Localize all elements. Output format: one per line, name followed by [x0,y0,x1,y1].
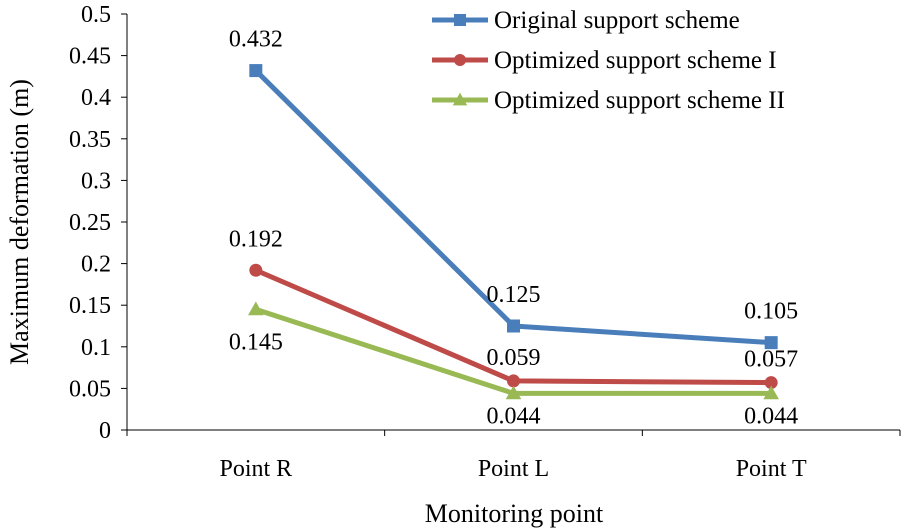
legend-marker [454,14,466,26]
legend-marker [452,92,468,106]
data-label: 0.059 [487,345,541,371]
series-1 [249,64,778,350]
legend-label: Optimized support scheme II [494,87,785,114]
x-tick-labels: Point R Point L Point T [126,430,901,482]
data-label: 0.044 [487,403,541,429]
x-axis-title: Monitoring point [425,499,604,528]
data-point [248,301,264,316]
data-label: 0.105 [744,299,798,325]
data-label: 0.432 [229,27,283,53]
x-tick-label: Point L [478,456,549,482]
y-tick-label: 0 [99,418,111,444]
legend-item: Optimized support scheme I [432,47,777,74]
data-label: 0.125 [487,282,541,308]
data-labels: 0.432 0.125 0.105 0.192 0.059 0.057 0.145 0.044… [229,27,798,430]
data-point [764,336,778,350]
y-tick-label: 0.15 [69,293,111,319]
y-tick-label: 0.35 [69,127,111,153]
data-point [764,376,778,390]
data-point [507,374,520,388]
y-tick-label: 0.3 [81,168,111,194]
y-tick-label: 0.45 [69,44,111,70]
series-2 [249,263,778,390]
data-label: 0.145 [229,329,283,355]
y-axis-title: Maximum deformation (m) [5,79,34,365]
data-label: 0.044 [744,403,798,429]
data-point [507,319,520,333]
y-tick-label: 0.25 [69,210,111,236]
y-tick-label: 0.5 [81,2,111,28]
y-tick-labels: 0 0.05 0.1 0.15 0.2 0.25 0.3 0.35 0.4 0.45 0.5 [69,2,127,444]
x-tick-label: Point R [219,456,292,482]
legend-item: Optimized support scheme II [432,87,785,114]
data-label: 0.057 [744,347,798,373]
legend: Original support scheme Optimized support… [432,7,785,114]
x-tick-label: Point T [736,456,807,482]
data-point [763,385,779,400]
data-point [249,263,263,277]
legend-marker [454,54,466,66]
data-label: 0.192 [229,226,283,252]
series-3 [248,301,779,400]
legend-label: Original support scheme [494,7,740,34]
y-tick-label: 0.05 [69,376,111,402]
data-point [249,64,263,78]
legend-item: Original support scheme [432,7,740,34]
series-lines [248,64,779,400]
data-point [505,385,522,400]
y-tick-label: 0.1 [81,335,111,361]
y-tick-label: 0.2 [81,252,111,278]
legend-label: Optimized support scheme I [494,47,777,74]
y-tick-label: 0.4 [81,85,111,111]
